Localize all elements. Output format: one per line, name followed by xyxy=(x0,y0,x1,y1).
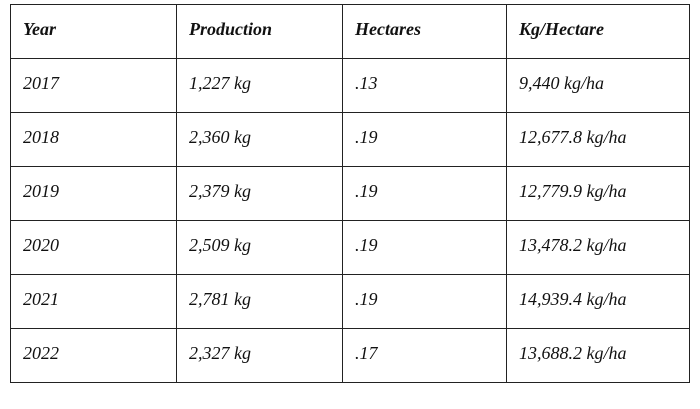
table-cell: 2018 xyxy=(10,112,177,167)
table-cell: 2017 xyxy=(10,58,177,113)
table-cell: 2019 xyxy=(10,166,177,221)
table-cell: 12,677.8 kg/ha xyxy=(506,112,690,167)
table-cell: .13 xyxy=(342,58,507,113)
table-cell: 2021 xyxy=(10,274,177,329)
header-cell: Hectares xyxy=(342,4,507,59)
table-cell: 2,781 kg xyxy=(176,274,343,329)
table-row: 2022 2,327 kg .17 13,688.2 kg/ha xyxy=(10,328,690,383)
header-cell: Year xyxy=(10,4,177,59)
table-row: 2020 2,509 kg .19 13,478.2 kg/ha xyxy=(10,220,690,275)
table-row: 2021 2,781 kg .19 14,939.4 kg/ha xyxy=(10,274,690,329)
table-cell: .19 xyxy=(342,274,507,329)
table-cell: 13,688.2 kg/ha xyxy=(506,328,690,383)
header-cell: Kg/Hectare xyxy=(506,4,690,59)
table-cell: .19 xyxy=(342,166,507,221)
table-cell: 9,440 kg/ha xyxy=(506,58,690,113)
table-cell: 2,379 kg xyxy=(176,166,343,221)
table-cell: 2020 xyxy=(10,220,177,275)
table-cell: .17 xyxy=(342,328,507,383)
table-row: 2017 1,227 kg .13 9,440 kg/ha xyxy=(10,58,690,113)
table-body: 2017 1,227 kg .13 9,440 kg/ha 2018 2,360 kg .1… xyxy=(10,58,690,383)
header-cell: Production xyxy=(176,4,343,59)
table-cell: 13,478.2 kg/ha xyxy=(506,220,690,275)
table-cell: 12,779.9 kg/ha xyxy=(506,166,690,221)
table-cell: 2,360 kg xyxy=(176,112,343,167)
table-row: 2018 2,360 kg .19 12,677.8 kg/ha xyxy=(10,112,690,167)
table-cell: .19 xyxy=(342,112,507,167)
table-cell: 2,509 kg xyxy=(176,220,343,275)
table-cell: 2022 xyxy=(10,328,177,383)
table-cell: 14,939.4 kg/ha xyxy=(506,274,690,329)
table-cell: 2,327 kg xyxy=(176,328,343,383)
table-cell: .19 xyxy=(342,220,507,275)
data-table: Year Production Hectares Kg/Hectare 2017 1,2… xyxy=(10,4,690,383)
table-cell: 1,227 kg xyxy=(176,58,343,113)
table-header: Year Production Hectares Kg/Hectare xyxy=(10,4,690,59)
table-row: 2019 2,379 kg .19 12,779.9 kg/ha xyxy=(10,166,690,221)
header-row: Year Production Hectares Kg/Hectare xyxy=(10,4,690,59)
